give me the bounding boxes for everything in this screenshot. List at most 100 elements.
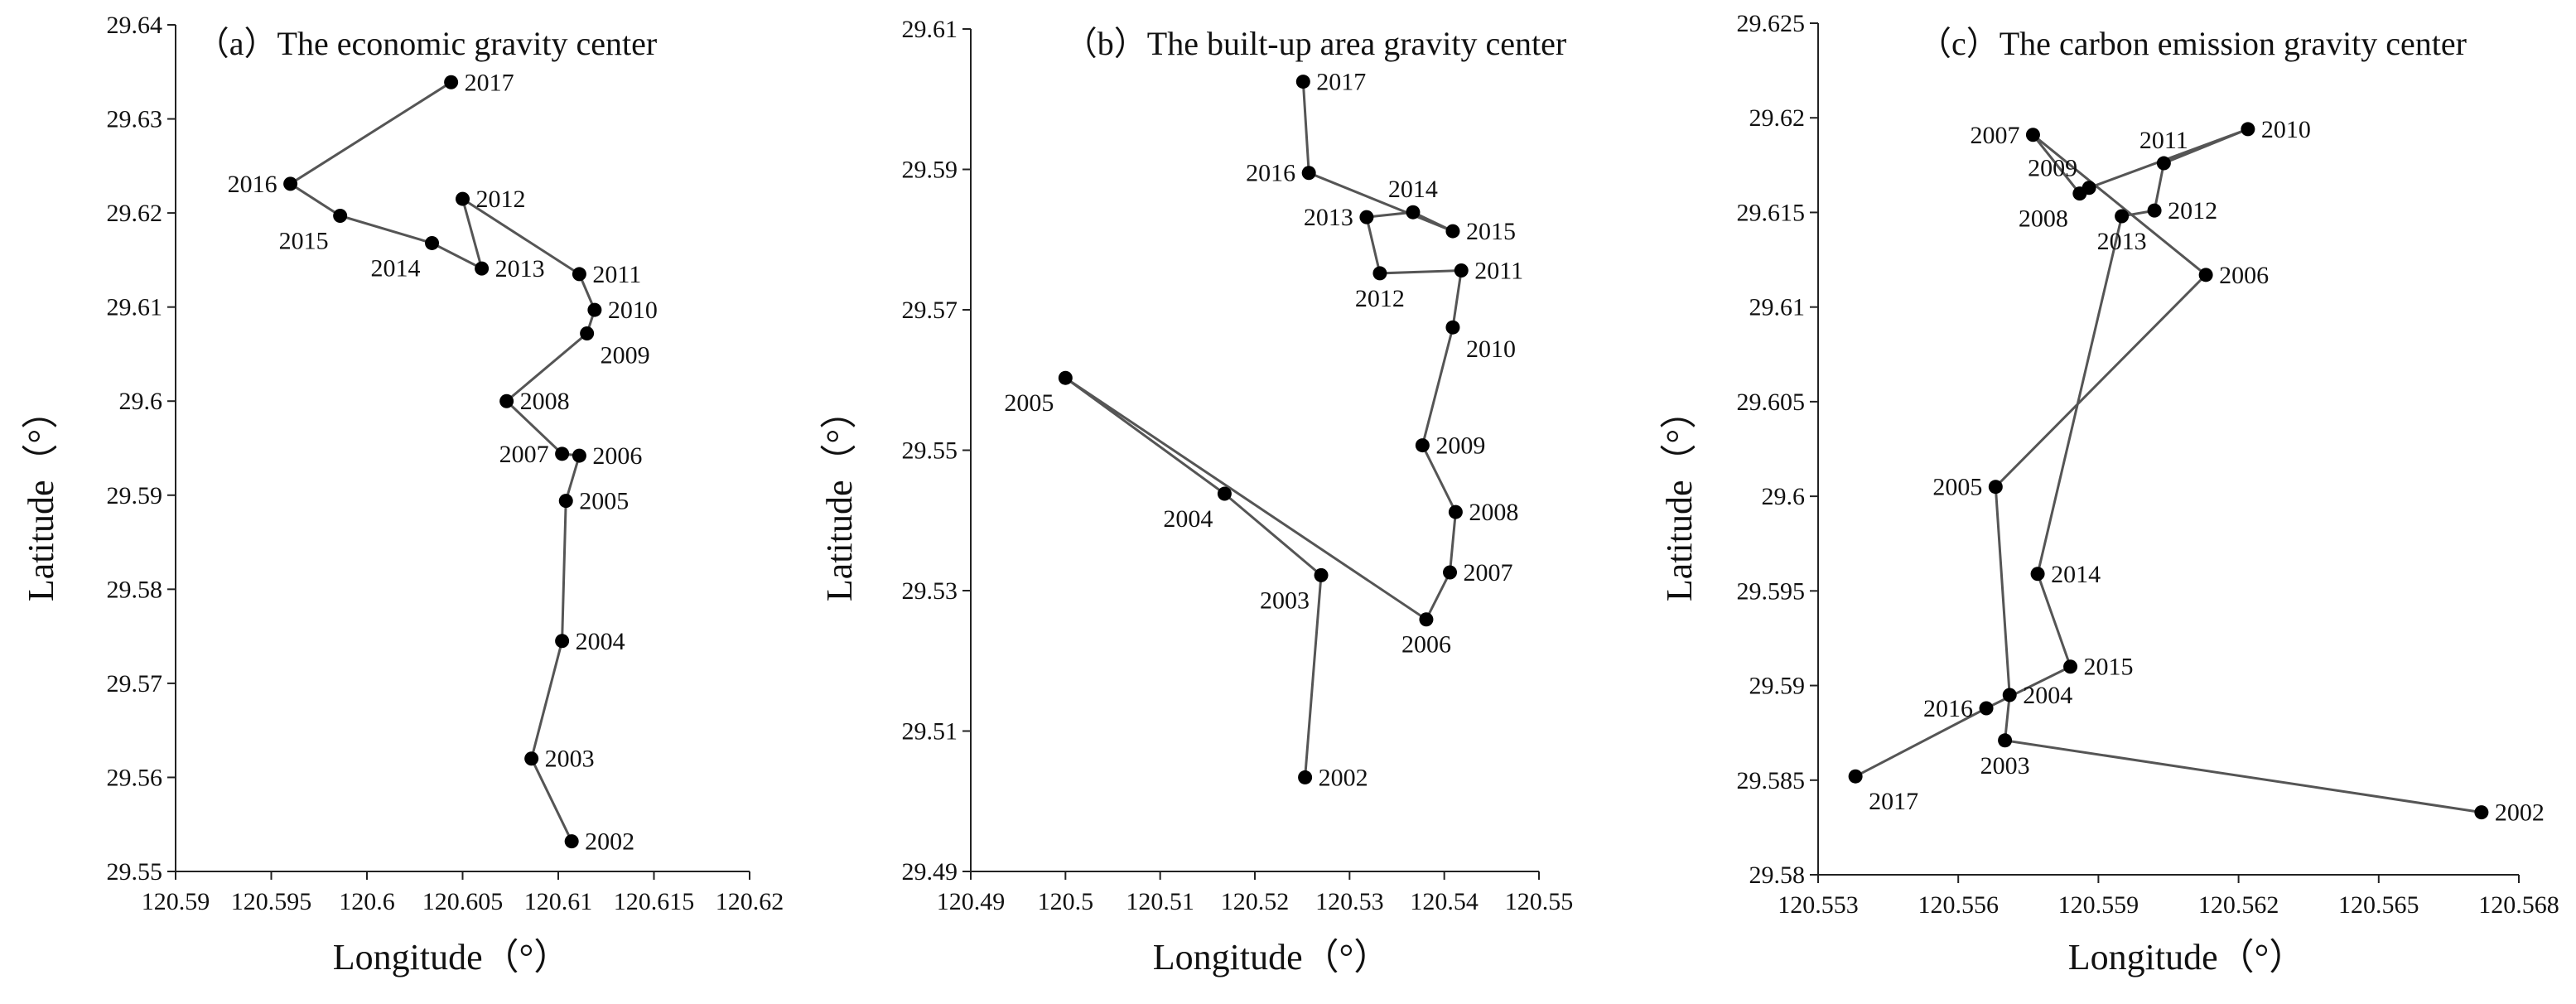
chart-panel-carbon-emission: （c）The carbon emission gravity center 29… — [1659, 10, 2559, 977]
point-label-2013: 2013 — [2097, 228, 2147, 255]
point-label-2016: 2016 — [1923, 695, 1973, 722]
data-point-2003 — [524, 751, 539, 766]
point-label-2012: 2012 — [1355, 285, 1405, 312]
x-tick-label: 120.565 — [2338, 891, 2419, 919]
point-label-2004: 2004 — [576, 628, 625, 655]
x-ticks: 120.553 120.556 120.559 120.562 120.565 120.5… — [1778, 875, 2559, 919]
point-label-2002: 2002 — [1319, 764, 1368, 791]
data-point-2017 — [1295, 75, 1310, 89]
x-tick-label: 120.605 — [422, 888, 504, 915]
point-label-2010: 2010 — [1466, 335, 1516, 363]
point-label-2009: 2009 — [601, 341, 650, 369]
data-point-2003 — [1998, 733, 2013, 748]
y-axis-title: Latitude（°） — [1659, 393, 1700, 601]
data-point-2004 — [1217, 486, 1232, 501]
point-label-2015: 2015 — [2084, 654, 2134, 681]
point-label-2006: 2006 — [1401, 631, 1451, 659]
x-tick-label: 120.615 — [614, 888, 695, 915]
data-point-2004 — [2002, 688, 2017, 702]
point-label-2016: 2016 — [228, 171, 277, 198]
x-tick-label: 120.553 — [1778, 891, 1859, 919]
y-tick-label: 29.57 — [107, 670, 163, 697]
data-point-2002 — [2474, 805, 2489, 820]
data-point-2012 — [1372, 266, 1387, 281]
data-point-2013 — [1359, 210, 1374, 224]
y-tick-label: 29.63 — [107, 106, 163, 133]
x-tick-label: 120.559 — [2058, 891, 2139, 919]
trajectory-polyline — [287, 81, 596, 842]
point-label-2017: 2017 — [1316, 69, 1366, 96]
data-point-2008 — [499, 393, 514, 408]
data-point-2005 — [558, 494, 573, 509]
data-points — [1848, 122, 2489, 820]
y-tick-label: 29.615 — [1737, 199, 1806, 226]
point-label-2011: 2011 — [592, 261, 641, 288]
point-label-2016: 2016 — [1246, 160, 1295, 187]
point-label-2009: 2009 — [2028, 155, 2077, 182]
data-point-2010 — [2241, 122, 2255, 137]
data-point-2014 — [1406, 205, 1421, 220]
trajectory-line — [1064, 81, 1463, 778]
data-point-2012 — [2147, 203, 2162, 218]
y-tick-label: 29.6 — [1762, 483, 1806, 510]
data-points — [283, 75, 602, 849]
y-tick-label: 29.61 — [902, 16, 958, 43]
data-point-2014 — [425, 235, 440, 250]
data-point-2009 — [580, 326, 595, 340]
point-label-2005: 2005 — [1932, 474, 1982, 501]
y-tick-label: 29.53 — [902, 577, 958, 605]
y-tick-label: 29.625 — [1737, 10, 1806, 37]
y-tick-label: 29.55 — [902, 437, 958, 465]
data-point-2005 — [1058, 370, 1073, 385]
data-point-2009 — [2082, 181, 2096, 195]
point-label-2017: 2017 — [1869, 788, 1918, 815]
x-tick-label: 120.62 — [716, 888, 784, 915]
x-tick-label: 120.61 — [524, 888, 593, 915]
x-tick-label: 120.53 — [1315, 888, 1384, 915]
point-label-2005: 2005 — [1004, 389, 1054, 417]
data-point-2013 — [2115, 209, 2130, 224]
point-label-2014: 2014 — [2051, 561, 2101, 588]
point-label-2015: 2015 — [1466, 218, 1516, 245]
x-tick-label: 120.562 — [2198, 891, 2279, 919]
chart-panel-built-up-area: （b）The built-up area gravity center 29.4… — [819, 16, 1573, 977]
data-point-2015 — [1445, 224, 1460, 239]
point-label-2006: 2006 — [592, 442, 642, 470]
data-point-2006 — [1419, 612, 1434, 627]
x-axis-title: Longitude（°） — [333, 937, 570, 977]
y-tick-label: 29.61 — [107, 294, 163, 321]
y-tick-label: 29.56 — [107, 764, 163, 791]
data-point-2014 — [2030, 567, 2045, 582]
trajectory-polyline — [1064, 81, 1463, 778]
point-label-2012: 2012 — [476, 186, 526, 213]
x-tick-label: 120.49 — [937, 888, 1006, 915]
data-point-2003 — [1314, 567, 1329, 582]
data-point-2008 — [1448, 504, 1463, 519]
data-point-2011 — [2156, 156, 2171, 171]
data-point-2002 — [1298, 770, 1313, 784]
data-point-2016 — [283, 176, 298, 191]
point-label-2003: 2003 — [545, 746, 595, 773]
chart-panel-economic: （a）The economic gravity center 29.5529.5… — [21, 12, 784, 977]
x-tick-label: 120.59 — [142, 888, 210, 915]
y-ticks: 29.49 29.51 29.53 29.55 29.57 29.59 29.61 — [902, 16, 971, 886]
data-point-2016 — [1301, 166, 1316, 181]
point-label-2004: 2004 — [1163, 505, 1213, 533]
point-labels: 2002 2003 2004 2005 2006 2007 2008 2009 2010 2011… — [228, 69, 658, 855]
y-tick-label: 29.58 — [1749, 862, 1806, 889]
y-tick-label: 29.59 — [902, 157, 958, 184]
x-tick-label: 120.51 — [1126, 888, 1194, 915]
data-point-2010 — [587, 302, 602, 317]
data-point-2015 — [2063, 659, 2078, 674]
data-point-2017 — [444, 75, 459, 89]
y-tick-label: 29.51 — [902, 718, 958, 746]
data-point-2013 — [475, 261, 490, 276]
point-label-2004: 2004 — [2023, 682, 2072, 709]
point-label-2011: 2011 — [1474, 258, 1523, 285]
point-labels: 2002 2003 2004 2005 2006 2007 2008 2009 2010 2011… — [1004, 69, 1523, 792]
point-label-2012: 2012 — [2168, 197, 2217, 224]
x-tick-label: 120.568 — [2478, 891, 2559, 919]
data-point-2005 — [1988, 480, 2003, 495]
x-tick-label: 120.54 — [1410, 888, 1479, 915]
